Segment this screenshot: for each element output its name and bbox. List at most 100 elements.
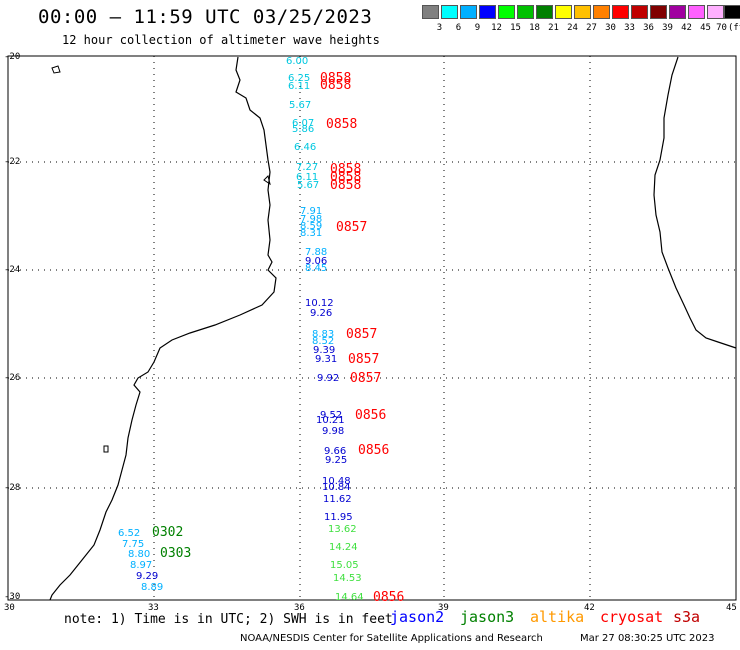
swh-value-label: 8.80 [128, 549, 151, 560]
swh-value-label: 6.52 [118, 528, 141, 539]
swh-value-label: 6.00 [286, 56, 309, 67]
pass-time-label: 0857 [350, 371, 382, 386]
swh-value-label: 10.12 [305, 298, 334, 309]
swh-value-label: 7.91 [300, 206, 323, 217]
island-outline [263, 175, 271, 186]
satellite-cryosat: cryosat [600, 608, 664, 626]
scale-label: 9 [474, 23, 481, 33]
scale-swatch [688, 5, 705, 19]
lat-label: -30 [4, 592, 21, 602]
scale-swatch [441, 5, 458, 19]
pass-time-label: 0858 [330, 170, 362, 185]
scale-swatch [555, 5, 572, 19]
scale-label: (ft) [728, 23, 740, 33]
swh-value-label: 6.11 [296, 172, 319, 183]
swh-value-label: 5.67 [297, 180, 320, 191]
scale-swatch [498, 5, 515, 19]
lon-label: 30 [4, 603, 15, 613]
madagascar-coastline [653, 56, 737, 349]
swh-value-label: 15.05 [330, 560, 359, 571]
swh-value-label: 9.39 [313, 345, 336, 356]
footer-note: note: 1) Time is in UTC; 2) SWH is in fe… [64, 612, 393, 627]
map-frame [7, 55, 737, 601]
scale-label: 39 [662, 23, 673, 33]
swh-value-label: 6.25 [288, 73, 311, 84]
swh-value-label: 9.66 [324, 446, 347, 457]
swh-value-label: 6.46 [294, 142, 317, 153]
swh-value-label: 7.75 [122, 539, 145, 550]
scale-swatch [479, 5, 496, 19]
pass-time-label: 0857 [346, 327, 378, 342]
pass-time-label: 0856 [358, 443, 390, 458]
scale-label: 70 [716, 23, 727, 33]
pass-time-label: 0858 [320, 71, 352, 86]
lat-label: -28 [4, 483, 21, 493]
lat-label: -24 [4, 265, 21, 275]
scale-label: 15 [510, 23, 521, 33]
map-title: 00:00 – 11:59 UTC 03/25/2023 [38, 6, 373, 28]
swh-value-label: 10.21 [316, 415, 345, 426]
swh-value-label: 6.07 [292, 118, 315, 129]
scale-swatch [724, 5, 740, 19]
satellite-jason2: jason2 [390, 608, 445, 626]
pass-time-label: 0858 [330, 162, 362, 177]
island-outline [103, 445, 109, 453]
scale-label: 12 [491, 23, 502, 33]
scale-label: 33 [624, 23, 635, 33]
swh-value-label: 8.83 [312, 329, 335, 340]
swh-value-label: 9.26 [310, 308, 333, 319]
swh-value-label: 9.92 [317, 373, 340, 384]
lon-label: 36 [294, 603, 305, 613]
lat-label: -20 [4, 52, 21, 62]
swh-value-label: 8.31 [300, 228, 323, 239]
swh-value-label: 9.25 [325, 455, 348, 466]
swh-value-label: 14.24 [329, 542, 358, 553]
lon-label: 39 [438, 603, 449, 613]
swh-value-label: 5.86 [292, 124, 315, 135]
swh-value-label: 7.88 [305, 247, 328, 258]
swh-value-label: 7.98 [300, 214, 323, 225]
scale-label: 45 [700, 23, 711, 33]
map-subtitle: 12 hour collection of altimeter wave hei… [62, 33, 380, 47]
swh-value-label: 10.84 [322, 482, 351, 493]
satellite-jason3: jason3 [460, 608, 515, 626]
scale-swatch [574, 5, 591, 19]
scale-label: 27 [586, 23, 597, 33]
scale-label: 36 [643, 23, 654, 33]
lat-label: -26 [4, 373, 21, 383]
scale-label: 30 [605, 23, 616, 33]
africa-coastline [49, 56, 277, 601]
scale-label: 24 [567, 23, 578, 33]
pass-time-label: 0302 [152, 525, 184, 540]
lon-label: 45 [726, 603, 737, 613]
swh-value-label: 11.95 [324, 512, 353, 523]
scale-swatch [536, 5, 553, 19]
scale-label: 18 [529, 23, 540, 33]
pass-time-label: 0856 [373, 590, 405, 605]
swh-value-label: 9.52 [320, 410, 343, 421]
scale-swatch [612, 5, 629, 19]
pass-time-label: 0857 [348, 352, 380, 367]
satellite-s3a: s3a [673, 608, 701, 626]
graticule [8, 56, 736, 600]
swh-value-label: 13.62 [328, 524, 357, 535]
scale-label: 21 [548, 23, 559, 33]
swh-value-label: 7.27 [296, 162, 319, 173]
pass-time-label: 0303 [160, 546, 192, 561]
swh-value-label: 9.06 [305, 256, 328, 267]
swh-value-label: 10.48 [322, 476, 351, 487]
scale-swatch [650, 5, 667, 19]
pass-time-label: 0858 [326, 117, 358, 132]
scale-swatch [631, 5, 648, 19]
pass-time-label: 0856 [355, 408, 387, 423]
swh-value-label: 9.29 [136, 571, 159, 582]
swh-value-label: 8.89 [141, 582, 164, 593]
swh-value-label: 9.98 [322, 426, 345, 437]
scale-label: 42 [681, 23, 692, 33]
scale-swatch [669, 5, 686, 19]
swh-value-label: 8.59 [300, 221, 323, 232]
scale-swatch [517, 5, 534, 19]
pass-time-label: 0857 [336, 220, 368, 235]
island-outline [51, 65, 61, 74]
swh-value-label: 5.67 [289, 100, 312, 111]
